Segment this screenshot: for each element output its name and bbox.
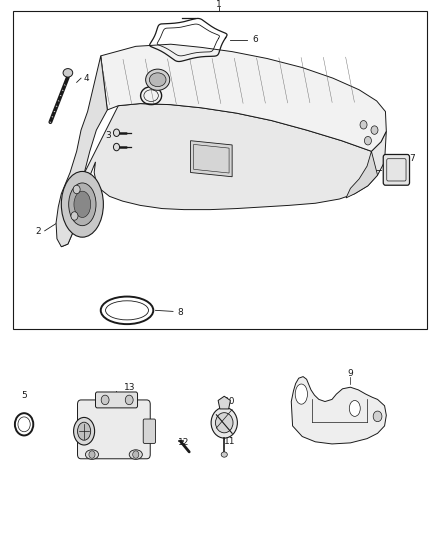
Ellipse shape xyxy=(149,73,166,87)
Ellipse shape xyxy=(74,417,95,445)
Text: 5: 5 xyxy=(148,67,154,76)
Circle shape xyxy=(73,185,80,193)
Ellipse shape xyxy=(61,172,103,237)
Text: 4: 4 xyxy=(84,74,89,83)
Circle shape xyxy=(125,395,133,405)
Text: 1: 1 xyxy=(216,1,222,10)
Ellipse shape xyxy=(113,129,120,136)
Ellipse shape xyxy=(129,450,142,459)
Text: 8: 8 xyxy=(177,308,184,317)
Ellipse shape xyxy=(113,143,120,151)
Text: 3: 3 xyxy=(106,131,112,140)
Text: 5: 5 xyxy=(21,391,27,400)
Text: 6: 6 xyxy=(252,36,258,44)
Ellipse shape xyxy=(85,450,99,459)
Circle shape xyxy=(373,411,382,422)
Ellipse shape xyxy=(350,400,360,416)
Circle shape xyxy=(89,451,95,458)
Circle shape xyxy=(371,126,378,134)
Circle shape xyxy=(364,136,371,145)
Ellipse shape xyxy=(215,413,233,433)
Ellipse shape xyxy=(145,69,170,90)
FancyBboxPatch shape xyxy=(143,419,155,443)
Circle shape xyxy=(101,395,109,405)
Circle shape xyxy=(360,120,367,129)
Polygon shape xyxy=(61,103,386,247)
Ellipse shape xyxy=(295,384,307,404)
Ellipse shape xyxy=(69,183,96,225)
Circle shape xyxy=(133,451,139,458)
Ellipse shape xyxy=(74,191,91,217)
Polygon shape xyxy=(56,56,107,247)
Polygon shape xyxy=(101,44,386,151)
FancyBboxPatch shape xyxy=(95,392,138,408)
Ellipse shape xyxy=(63,69,73,77)
Ellipse shape xyxy=(221,452,227,457)
FancyBboxPatch shape xyxy=(78,400,150,459)
Text: 2: 2 xyxy=(36,228,41,236)
Text: 13: 13 xyxy=(124,383,135,392)
Circle shape xyxy=(71,212,78,220)
Polygon shape xyxy=(291,377,386,444)
Polygon shape xyxy=(191,141,232,177)
FancyBboxPatch shape xyxy=(383,155,410,185)
Text: 7: 7 xyxy=(409,154,415,163)
Text: 12: 12 xyxy=(178,438,190,447)
Ellipse shape xyxy=(211,407,237,438)
Ellipse shape xyxy=(78,422,91,440)
Text: 11: 11 xyxy=(224,437,236,446)
Bar xyxy=(13,11,427,329)
Text: 10: 10 xyxy=(224,397,236,406)
Text: 9: 9 xyxy=(347,369,353,378)
Polygon shape xyxy=(218,396,230,409)
Polygon shape xyxy=(346,151,378,198)
